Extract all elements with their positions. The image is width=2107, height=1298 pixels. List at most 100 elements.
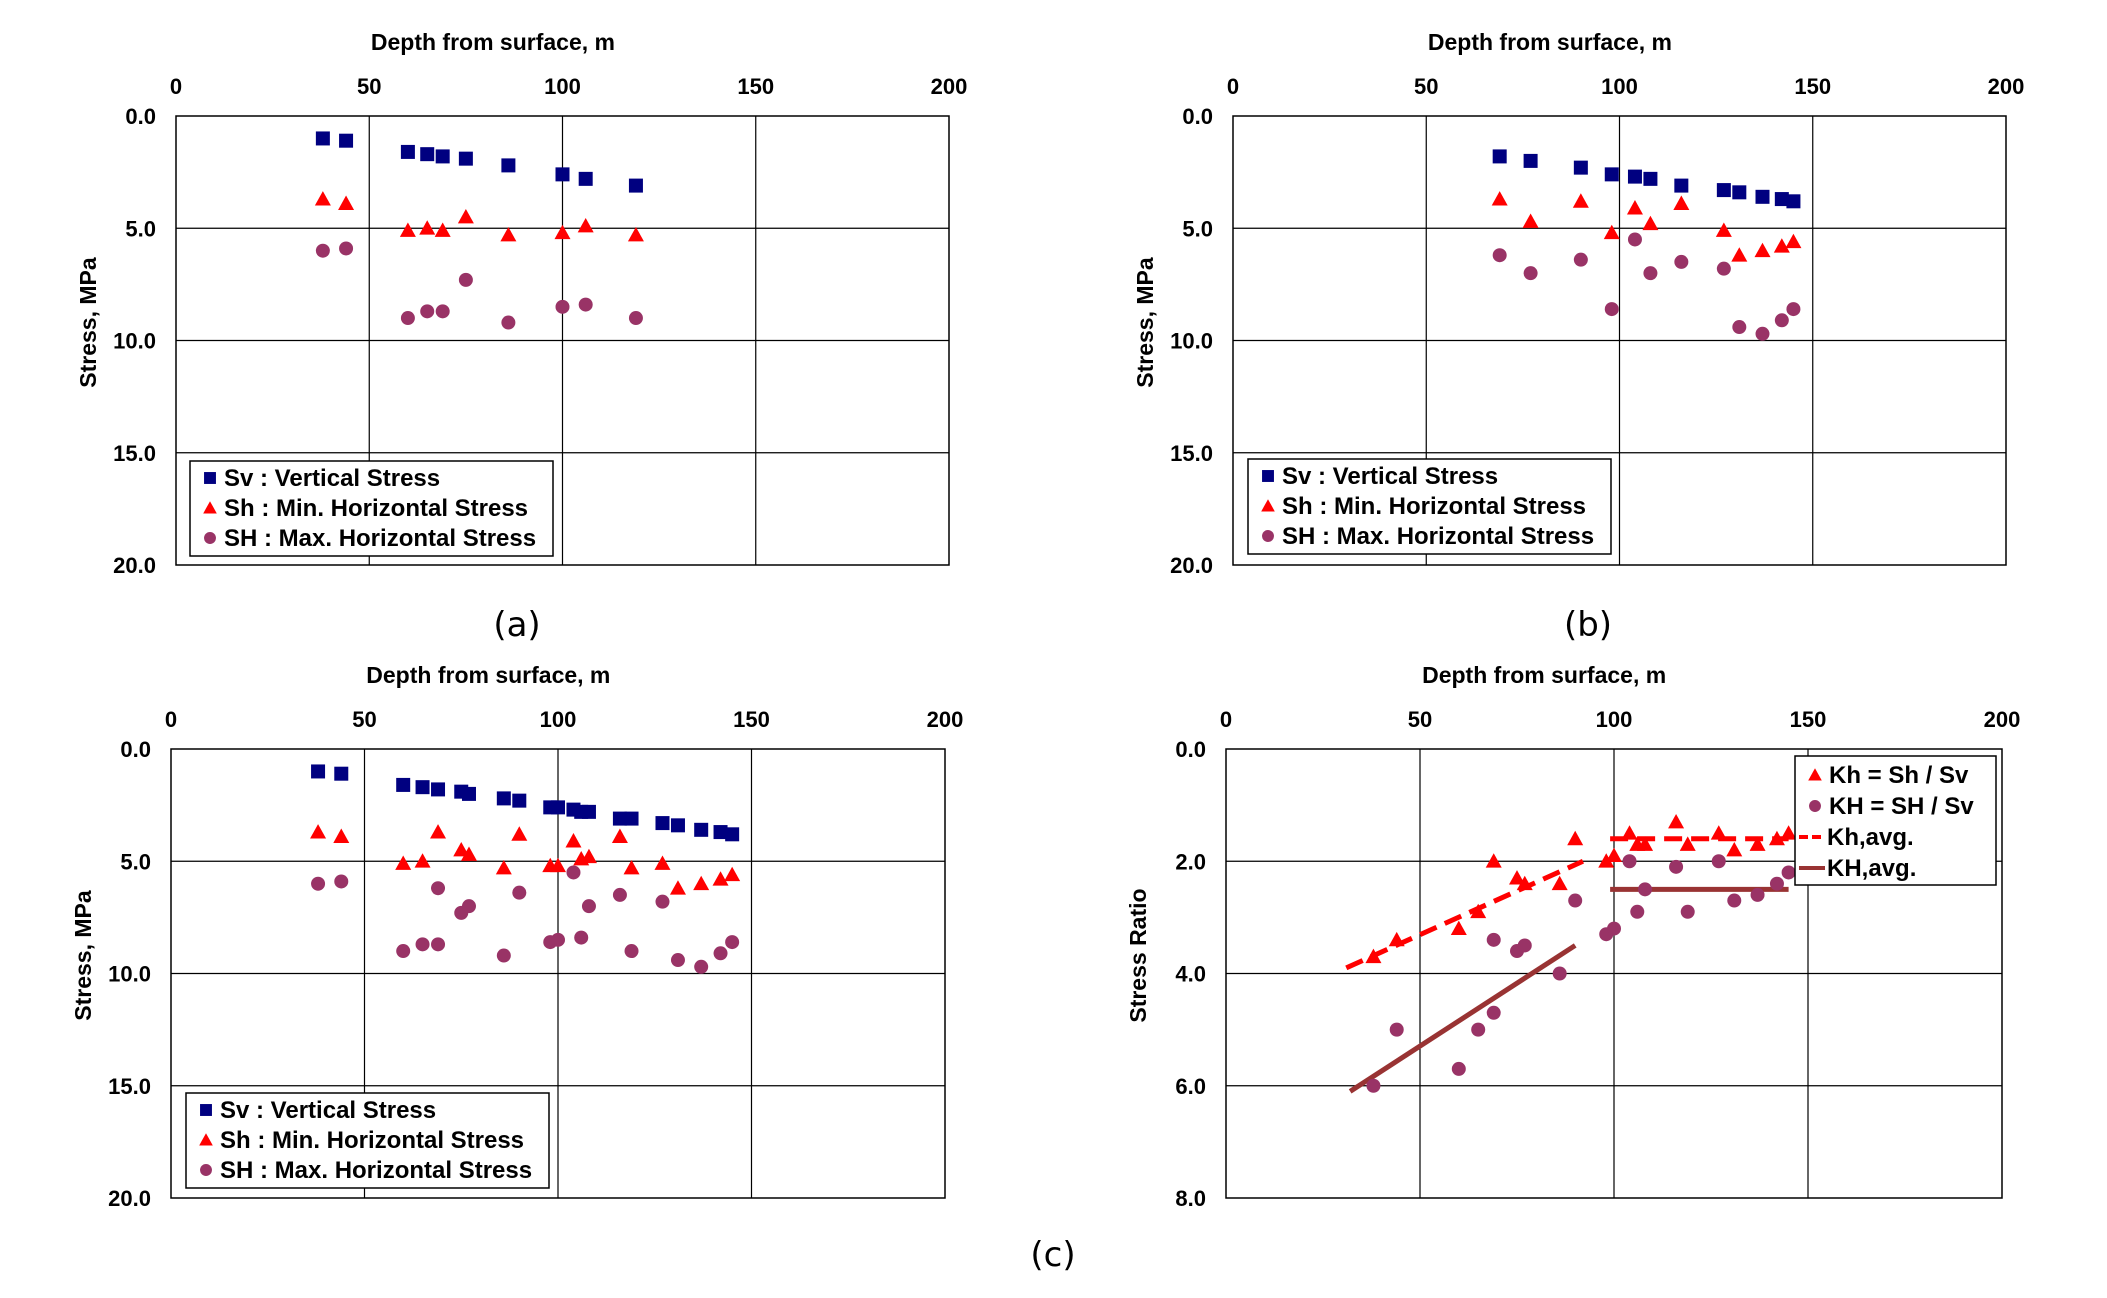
y-tick-label: 20.0 — [1170, 553, 1213, 578]
data-point — [578, 171, 593, 186]
data-point — [420, 147, 435, 162]
y-tick-label: 15.0 — [113, 441, 156, 466]
data-point — [1552, 966, 1567, 981]
data-point — [555, 299, 570, 314]
legend-marker — [200, 1104, 212, 1116]
legend-label: Sh : Min. Horizontal Stress — [1282, 493, 1586, 520]
x-axis-title: Depth from surface, m — [1428, 29, 1672, 55]
data-point — [1604, 302, 1619, 317]
x-axis-title: Depth from surface, m — [366, 662, 610, 688]
data-point — [550, 857, 566, 873]
legend-box — [185, 1092, 550, 1189]
data-point — [1711, 854, 1726, 869]
x-tick-label: 100 — [540, 707, 577, 732]
data-point — [1486, 1005, 1501, 1020]
data-point — [431, 782, 446, 797]
data-point — [1486, 932, 1501, 947]
x-tick-label: 50 — [357, 74, 381, 99]
data-point — [1750, 887, 1765, 902]
data-point — [578, 297, 593, 312]
data-point — [1627, 232, 1642, 247]
data-point — [1773, 238, 1790, 253]
data-point — [496, 791, 511, 806]
data-point — [1749, 836, 1766, 851]
data-point — [415, 937, 430, 952]
x-tick-label: 200 — [1988, 74, 2025, 99]
data-point — [495, 859, 512, 875]
data-point — [1780, 825, 1797, 840]
data-point — [1604, 167, 1619, 182]
data-point — [1768, 830, 1785, 846]
data-point — [1389, 1022, 1404, 1037]
legend-marker — [1809, 800, 1821, 812]
y-tick-label: 10.0 — [113, 329, 156, 354]
data-point — [611, 828, 628, 843]
data-point — [574, 930, 589, 945]
data-point — [453, 842, 470, 857]
legend-label: Kh = Sh / Sv — [1829, 762, 1969, 789]
data-point — [655, 894, 670, 909]
data-point — [1451, 1061, 1466, 1076]
data-point — [655, 816, 670, 831]
data-point — [1516, 875, 1533, 891]
y-tick-label: 4.0 — [1175, 962, 1206, 987]
data-point — [431, 881, 446, 896]
y-tick-label: 15.0 — [1170, 441, 1213, 466]
data-point — [333, 828, 350, 843]
legend-marker — [203, 501, 217, 514]
data-point — [334, 766, 349, 781]
legend-box — [1247, 458, 1612, 555]
x-axis-title: Depth from surface, m — [371, 29, 615, 55]
panel-d: 0 50 100 150 200 0.0 2.0 4.0 6.0 8.0 Depth from su… — [1125, 662, 2020, 1211]
data-point — [624, 811, 639, 826]
data-point — [315, 243, 330, 258]
data-point — [501, 315, 516, 330]
data-point — [315, 131, 330, 146]
data-point — [1572, 193, 1589, 208]
data-point — [612, 811, 627, 826]
data-point — [1471, 1022, 1486, 1037]
data-point — [1568, 893, 1583, 908]
data-point — [311, 876, 326, 891]
legend-box — [189, 460, 554, 557]
data-point — [1509, 870, 1525, 885]
data-point — [1643, 171, 1658, 186]
legend-marker — [1808, 768, 1822, 781]
data-point — [512, 885, 527, 900]
data-point — [1638, 882, 1653, 897]
data-point — [566, 865, 581, 880]
data-point — [554, 224, 571, 240]
data-point — [461, 786, 476, 801]
data-point — [1365, 948, 1382, 964]
data-point — [1774, 192, 1789, 207]
data-point — [500, 226, 517, 242]
x-tick-label: 50 — [352, 707, 376, 732]
data-point — [458, 272, 473, 287]
data-point — [694, 959, 709, 974]
caption-c: (c) — [1030, 1235, 1075, 1275]
data-point — [511, 826, 528, 841]
data-point — [1642, 215, 1659, 231]
data-point — [1522, 213, 1539, 228]
data-point — [1621, 825, 1638, 840]
data-point — [431, 937, 446, 952]
y-tick-label: 5.0 — [120, 849, 151, 874]
data-point — [414, 853, 431, 868]
data-point — [1492, 149, 1507, 164]
data-point — [1755, 189, 1770, 204]
caption-a: (a) — [493, 605, 540, 645]
data-point — [713, 946, 728, 961]
data-point — [1603, 224, 1620, 240]
data-point — [565, 833, 582, 848]
legend-label: Sh : Min. Horizontal Stress — [220, 1127, 524, 1154]
data-point — [396, 944, 411, 959]
x-tick-label: 50 — [1408, 707, 1432, 732]
data-point — [420, 304, 435, 319]
data-point — [577, 218, 594, 233]
data-point — [1673, 195, 1690, 210]
data-point — [725, 827, 740, 842]
y-tick-label: 5.0 — [1182, 216, 1213, 241]
x-tick-label: 0 — [170, 74, 182, 99]
legend-label: KH = SH / Sv — [1829, 793, 1974, 820]
data-point — [725, 935, 740, 950]
